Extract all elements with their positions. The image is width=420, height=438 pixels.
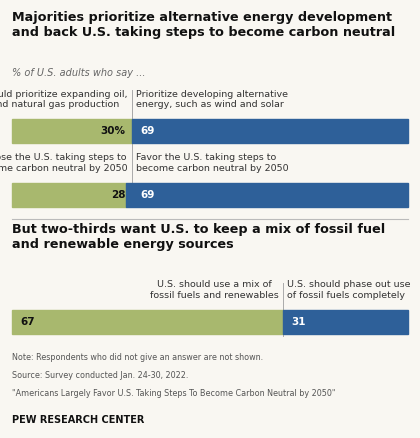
Text: 31: 31 — [291, 317, 306, 327]
Text: 69: 69 — [140, 127, 155, 136]
Text: Oppose the U.S. taking steps to
become carbon neutral by 2050: Oppose the U.S. taking steps to become c… — [0, 153, 128, 173]
Text: Favor the U.S. taking steps to
become carbon neutral by 2050: Favor the U.S. taking steps to become ca… — [136, 153, 289, 173]
Text: "Americans Largely Favor U.S. Taking Steps To Become Carbon Neutral by 2050": "Americans Largely Favor U.S. Taking Ste… — [12, 389, 335, 399]
Text: 67: 67 — [20, 317, 35, 327]
Text: U.S. should phase out use
of fossil fuels completely: U.S. should phase out use of fossil fuel… — [287, 280, 410, 300]
Text: PEW RESEARCH CENTER: PEW RESEARCH CENTER — [12, 415, 144, 425]
Text: U.S. should prioritize expanding oil,
coal and natural gas production: U.S. should prioritize expanding oil, co… — [0, 90, 128, 109]
Text: Source: Survey conducted Jan. 24-30, 2022.: Source: Survey conducted Jan. 24-30, 202… — [12, 371, 188, 380]
Bar — [126, 183, 408, 207]
Text: Prioritize developing alternative
energy, such as wind and solar: Prioritize developing alternative energy… — [136, 90, 288, 109]
Bar — [283, 310, 408, 334]
Text: U.S. should use a mix of
fossil fuels and renewables: U.S. should use a mix of fossil fuels an… — [150, 280, 278, 300]
Text: 30%: 30% — [101, 127, 126, 136]
Text: But two-thirds want U.S. to keep a mix of fossil fuel
and renewable energy sourc: But two-thirds want U.S. to keep a mix o… — [12, 223, 385, 251]
Text: 28: 28 — [111, 190, 126, 200]
Text: % of U.S. adults who say ...: % of U.S. adults who say ... — [12, 68, 145, 78]
Text: Note: Respondents who did not give an answer are not shown.: Note: Respondents who did not give an an… — [12, 353, 263, 362]
Bar — [132, 119, 408, 144]
Text: Majorities prioritize alternative energy development
and back U.S. taking steps : Majorities prioritize alternative energy… — [12, 11, 395, 39]
Bar — [12, 310, 283, 334]
Text: 69: 69 — [140, 190, 155, 200]
Bar — [12, 183, 126, 207]
Bar — [12, 119, 132, 144]
